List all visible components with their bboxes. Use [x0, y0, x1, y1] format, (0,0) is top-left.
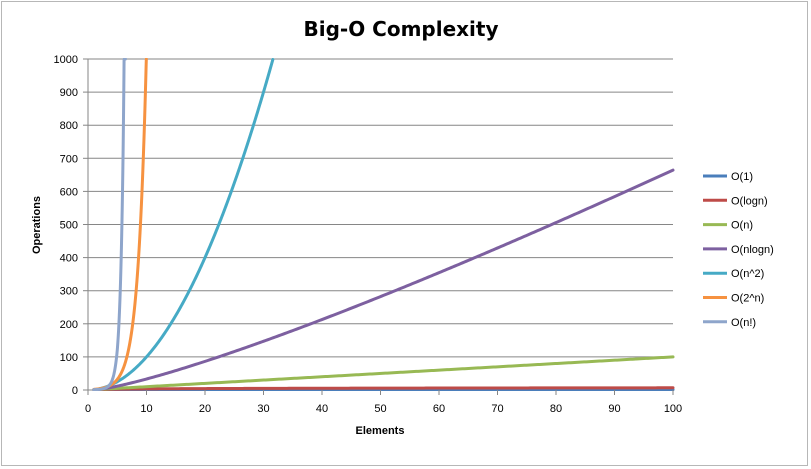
legend-label: O(n^2) — [731, 268, 764, 280]
x-tick-label: 50 — [374, 403, 386, 415]
series-line-3 — [92, 168, 675, 391]
y-tick-label: 300 — [60, 286, 78, 298]
legend-label: O(logn) — [731, 195, 768, 207]
legend-label: O(nlogn) — [731, 244, 774, 256]
y-tick-label: 800 — [60, 120, 78, 132]
y-tick-label: 400 — [60, 253, 78, 265]
y-tick-label: 0 — [72, 385, 78, 397]
x-axis-title: Elements — [356, 425, 405, 437]
legend: O(1) O(logn) O(n) O(nlogn) O(n^2) O(2^n) O(n!) — [703, 171, 774, 329]
y-tick-label: 600 — [60, 186, 78, 198]
legend-label: O(2^n) — [731, 293, 764, 305]
x-tick-label: 10 — [140, 403, 152, 415]
series-line-2 — [92, 355, 675, 391]
x-tick-label: 40 — [316, 403, 328, 415]
legend-label: O(1) — [731, 171, 753, 183]
x-tick-label: 30 — [257, 403, 269, 415]
series-line-6 — [92, 58, 127, 391]
tick-layer: 0 100 200 300 400 500 600 700 800 900 1000 0 10 20 30 4… — [54, 54, 683, 415]
y-tick-label: 200 — [60, 319, 78, 331]
x-tick-label: 90 — [608, 403, 620, 415]
x-tick-label: 60 — [433, 403, 445, 415]
series-line-4 — [92, 58, 275, 391]
y-tick-label: 500 — [60, 220, 78, 232]
x-tick-label: 0 — [85, 403, 91, 415]
y-axis-title: Operations — [31, 196, 43, 254]
y-tick-label: 100 — [60, 352, 78, 364]
x-tick-label: 100 — [664, 403, 682, 415]
x-tick-label: 20 — [199, 403, 211, 415]
x-tick-label: 70 — [491, 403, 503, 415]
legend-label: O(n) — [731, 220, 753, 232]
y-tick-label: 900 — [60, 87, 78, 99]
y-tick-label: 1000 — [54, 54, 78, 66]
grid-layer — [87, 58, 673, 391]
series-line-1 — [92, 386, 675, 391]
chart-title: Big-O Complexity — [303, 17, 498, 41]
y-tick-label: 700 — [60, 153, 78, 165]
series-layer — [92, 58, 675, 391]
legend-label: O(n!) — [731, 317, 756, 329]
x-tick-label: 80 — [550, 403, 562, 415]
